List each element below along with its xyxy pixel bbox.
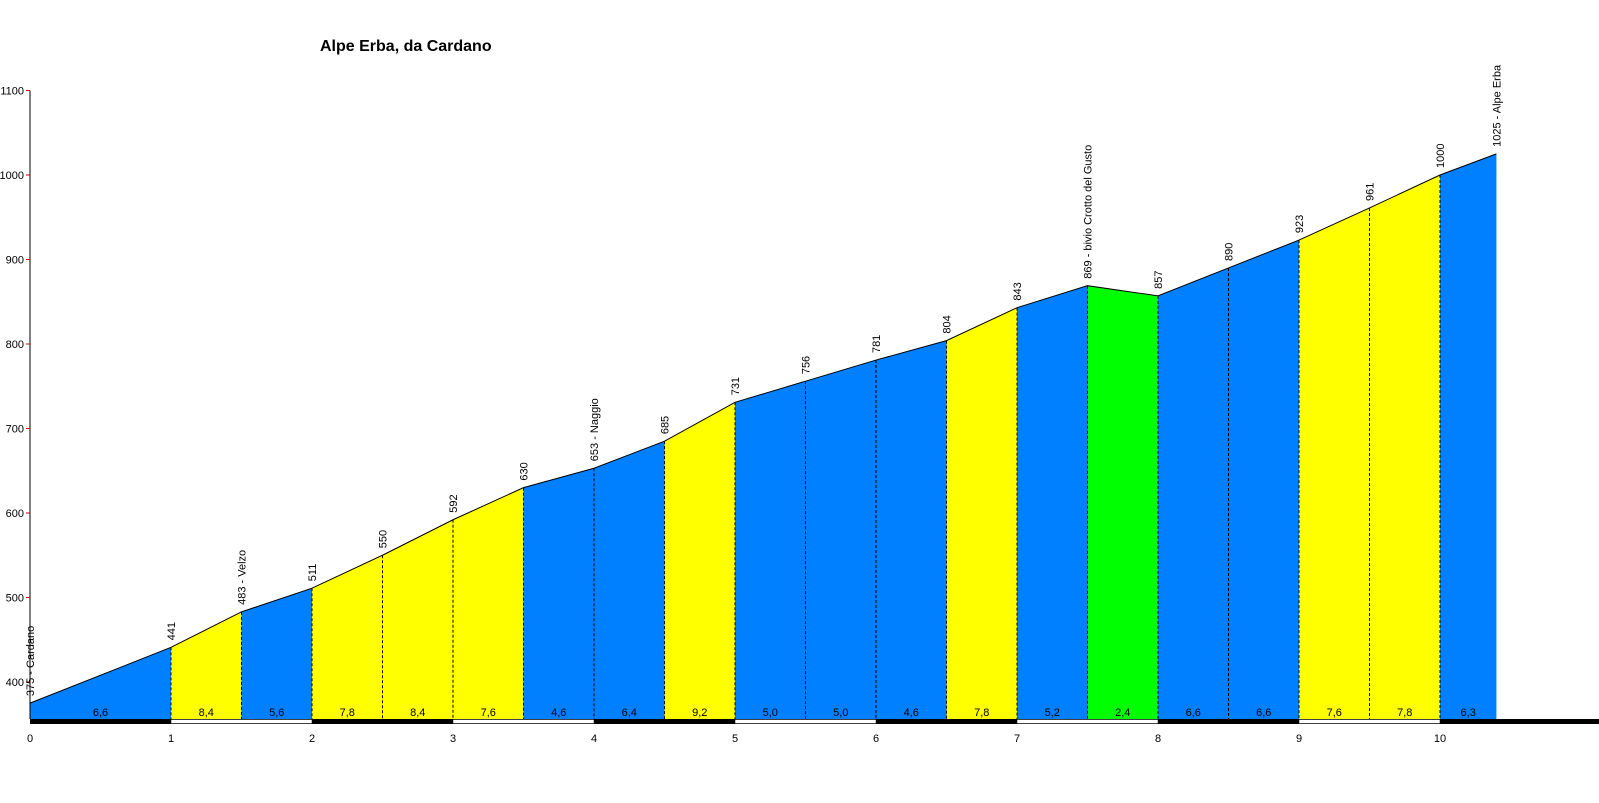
elevation-label: 804 [942,315,954,333]
elevation-label: 781 [871,335,883,353]
x-tick-label: 2 [309,733,315,745]
segment-fill [1087,285,1158,719]
x-tick-label: 10 [1434,733,1446,745]
segment-fill [523,468,594,719]
gradient-label: 6,3 [1461,707,1476,719]
elevation-label: 592 [448,494,460,512]
segment-fill [664,402,735,719]
segment-fill [1017,285,1088,719]
gradient-label: 9,2 [692,707,707,719]
segment-fill [594,441,665,719]
x-tick-label: 4 [591,733,597,745]
gradient-label: 8,4 [410,707,425,719]
segment-fill [453,487,524,719]
elevation-label: 890 [1224,243,1236,261]
elevation-label: 511 [307,564,319,582]
gradient-label: 4,6 [551,707,566,719]
y-tick-label: 600 [6,508,24,520]
gradient-label: 5,0 [763,707,778,719]
x-tick-label: 0 [27,733,33,745]
profile-outline [29,153,1497,704]
gradient-label: 6,6 [1256,707,1271,719]
segment-dividers [170,175,1441,719]
y-tick-label: 700 [6,424,24,436]
y-axis: 400 500 600 700 800 900 1000 1100 [0,86,31,719]
gradient-label: 7,8 [1397,707,1412,719]
gradient-label: 2,4 [1115,707,1130,719]
segment-fill [876,340,947,719]
elevation-label: 961 [1365,183,1377,201]
gradient-label: 7,6 [481,707,496,719]
distance-bar-block [734,719,877,724]
x-tick-label: 5 [732,733,738,745]
y-tick-label: 1000 [0,170,24,182]
gradient-label: 6,4 [622,707,637,719]
segment-fill [946,307,1017,719]
profile-line [29,153,1497,704]
segment-fill [1299,207,1370,719]
x-axis: 0 1 2 3 4 5 6 7 8 9 10 [27,733,1446,745]
segment-fill [171,611,242,719]
gradient-label: 4,6 [904,707,919,719]
elevation-label: 630 [519,462,531,480]
segment-fill [382,519,453,719]
elevation-label: 1000 [1435,144,1447,168]
segment-fill [312,555,383,719]
x-tick-label: 6 [873,733,879,745]
gradient-label: 6,6 [93,707,108,719]
gradient-segments [30,153,1497,719]
elevation-label: 653 - Naggio [589,398,601,461]
gradient-label: 5,6 [269,707,284,719]
y-tick-label: 1100 [0,86,24,98]
elevation-label: 857 [1153,270,1165,288]
x-tick-label: 8 [1155,733,1161,745]
segment-fill [241,588,312,719]
elevation-label: 869 - bivio Crotto del Gusto [1083,145,1095,279]
gradient-label: 7,6 [1327,707,1342,719]
x-tick-label: 9 [1296,733,1302,745]
x-tick-label: 1 [168,733,174,745]
elevation-label: 441 [166,622,178,640]
elevation-label: 1025 - Alpe Erba [1491,64,1503,147]
segment-fill [735,381,806,719]
segment-fill [30,647,171,719]
distance-bar [30,719,1599,724]
gradient-label: 7,8 [974,707,989,719]
y-tick-label: 500 [6,593,24,605]
elevation-label: 483 - Velzo [237,550,249,605]
chart-title: Alpe Erba, da Cardano [320,38,492,55]
x-tick-label: 3 [450,733,456,745]
x-tick-label: 7 [1014,733,1020,745]
elevation-labels: 375 - Cardano 441 483 - Velzo 511 550 592 630 6… [25,64,1503,696]
distance-bar-block [1016,719,1159,724]
y-tick-label: 900 [6,255,24,267]
gradient-label: 8,4 [199,707,214,719]
distance-bar-block [170,719,313,724]
elevation-label: 923 [1294,215,1306,233]
elevation-label: 843 [1012,282,1024,300]
segment-fill [805,360,876,719]
elevation-label: 685 [660,416,672,434]
gradient-label: 5,2 [1045,707,1060,719]
gradient-labels: 6,6 8,4 5,6 7,8 8,4 7,6 4,6 6,4 9,2 5,0 5,0 4,6 7,8 5… [93,707,1476,719]
gradient-label: 7,8 [340,707,355,719]
segment-fill [1369,175,1440,719]
y-tick-label: 400 [6,677,24,689]
elevation-label: 550 [378,530,390,548]
y-tick-label: 800 [6,339,24,351]
segment-fill [1158,267,1229,719]
segment-fill [1228,240,1299,719]
segment-fill [1440,153,1497,719]
elevation-label: 756 [801,356,813,374]
distance-bar-block [452,719,595,724]
distance-bar-block [1298,719,1441,724]
elevation-label: 375 - Cardano [25,626,37,696]
gradient-label: 5,0 [833,707,848,719]
gradient-label: 6,6 [1186,707,1201,719]
elevation-label: 731 [730,377,742,395]
